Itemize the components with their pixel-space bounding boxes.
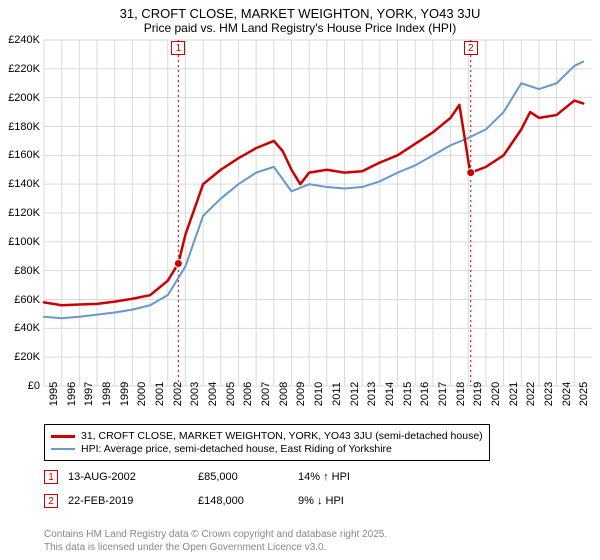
- x-tick-label: 2020: [490, 382, 502, 406]
- y-tick-label: £160K: [0, 149, 40, 161]
- x-tick-label: 1996: [66, 382, 78, 406]
- x-tick-label: 2023: [543, 382, 555, 406]
- y-tick-label: £200K: [0, 92, 40, 104]
- y-tick-label: £240K: [0, 34, 40, 46]
- x-tick-label: 2021: [508, 382, 520, 406]
- legend: 31, CROFT CLOSE, MARKET WEIGHTON, YORK, …: [44, 424, 490, 461]
- legend-swatch: [51, 448, 75, 451]
- x-tick-label: 2009: [295, 382, 307, 406]
- y-tick-label: £100K: [0, 236, 40, 248]
- y-tick-label: £180K: [0, 121, 40, 133]
- x-tick-label: 2003: [189, 382, 201, 406]
- legend-item: HPI: Average price, semi-detached house,…: [51, 443, 483, 455]
- x-tick-label: 1999: [119, 382, 131, 406]
- legend-label: HPI: Average price, semi-detached house,…: [81, 443, 392, 455]
- x-tick-label: 2018: [455, 382, 467, 406]
- x-tick-label: 2013: [366, 382, 378, 406]
- sale-row: 1 13-AUG-2002£85,00014% ↑ HPI: [44, 470, 350, 484]
- x-tick-label: 1995: [48, 382, 60, 406]
- x-tick-label: 2006: [242, 382, 254, 406]
- sale-date: 13-AUG-2002: [68, 471, 198, 483]
- x-tick-label: 2017: [437, 382, 449, 406]
- x-tick-label: 2016: [419, 382, 431, 406]
- x-tick-label: 2015: [402, 382, 414, 406]
- x-tick-label: 1998: [101, 382, 113, 406]
- x-tick-label: 2001: [154, 382, 166, 406]
- y-tick-label: £140K: [0, 178, 40, 190]
- sale-date: 22-FEB-2019: [68, 495, 198, 507]
- x-tick-label: 2005: [225, 382, 237, 406]
- x-tick-label: 2000: [136, 382, 148, 406]
- sale-marker-icon: 2: [44, 494, 58, 508]
- x-tick-label: 2025: [578, 382, 590, 406]
- x-tick-label: 1997: [83, 382, 95, 406]
- y-tick-label: £220K: [0, 63, 40, 75]
- y-tick-label: £80K: [0, 265, 40, 277]
- x-tick-label: 2012: [349, 382, 361, 406]
- sale-row: 2 22-FEB-2019£148,0009% ↓ HPI: [44, 494, 344, 508]
- y-tick-label: £0: [0, 380, 40, 392]
- y-tick-label: £60K: [0, 294, 40, 306]
- x-tick-label: 2007: [260, 382, 272, 406]
- sale-delta: 9% ↓ HPI: [298, 495, 344, 507]
- sale-price: £85,000: [198, 471, 298, 483]
- x-tick-label: 2014: [384, 382, 396, 406]
- y-tick-label: £40K: [0, 322, 40, 334]
- attribution: Contains HM Land Registry data © Crown c…: [44, 528, 387, 554]
- attribution-line-1: Contains HM Land Registry data © Crown c…: [44, 528, 387, 541]
- sale-marker-1: 1: [171, 41, 185, 55]
- sale-marker-icon: 1: [44, 470, 58, 484]
- sale-marker-2: 2: [464, 41, 478, 55]
- x-tick-label: 2022: [525, 382, 537, 406]
- x-tick-label: 2002: [172, 382, 184, 406]
- y-tick-label: £20K: [0, 351, 40, 363]
- y-tick-label: £120K: [0, 207, 40, 219]
- x-tick-label: 2019: [472, 382, 484, 406]
- x-tick-label: 2011: [331, 382, 343, 406]
- attribution-line-2: This data is licensed under the Open Gov…: [44, 541, 387, 554]
- legend-item: 31, CROFT CLOSE, MARKET WEIGHTON, YORK, …: [51, 430, 483, 442]
- legend-label: 31, CROFT CLOSE, MARKET WEIGHTON, YORK, …: [81, 430, 483, 442]
- sale-delta: 14% ↑ HPI: [298, 471, 350, 483]
- x-tick-label: 2010: [313, 382, 325, 406]
- legend-swatch: [51, 435, 75, 438]
- x-tick-label: 2004: [207, 382, 219, 406]
- sale-price: £148,000: [198, 495, 298, 507]
- x-tick-label: 2008: [278, 382, 290, 406]
- x-tick-label: 2024: [561, 382, 573, 406]
